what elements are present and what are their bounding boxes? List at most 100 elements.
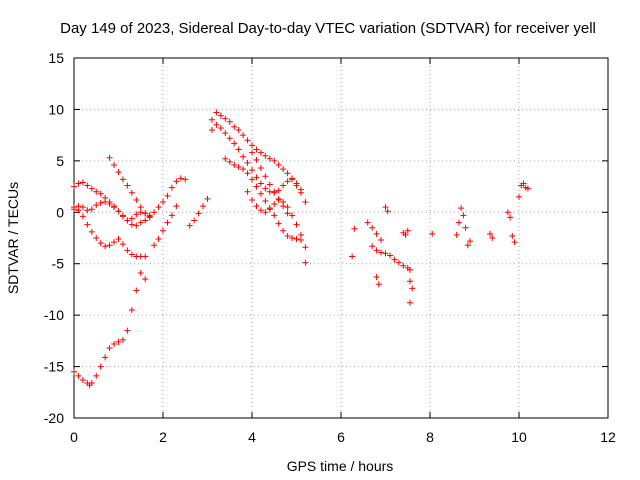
series-track-a	[71, 175, 189, 224]
data-point	[111, 340, 118, 347]
data-point	[133, 211, 140, 218]
data-point	[204, 195, 211, 202]
data-point	[71, 183, 77, 190]
y-tick-label: 0	[56, 204, 64, 220]
data-point	[369, 224, 376, 231]
data-point	[520, 180, 527, 187]
series-track-j	[222, 155, 304, 244]
data-point	[106, 154, 113, 161]
series-track-d	[106, 154, 153, 220]
data-point	[253, 156, 260, 163]
data-point	[124, 327, 131, 334]
data-point	[391, 256, 398, 263]
data-point	[208, 116, 215, 123]
data-point	[88, 206, 95, 213]
data-point	[275, 161, 282, 168]
data-point	[240, 153, 247, 160]
data-point	[186, 222, 193, 229]
data-point	[208, 127, 215, 133]
data-point	[137, 209, 144, 216]
data-point	[182, 176, 189, 183]
series-track-k	[244, 188, 309, 251]
data-point	[409, 285, 416, 292]
data-point	[213, 121, 220, 128]
data-point	[240, 132, 247, 139]
data-point	[102, 243, 109, 250]
data-point	[375, 281, 382, 288]
data-point	[271, 212, 278, 219]
data-point	[226, 118, 233, 125]
data-point	[280, 182, 287, 189]
data-point	[404, 227, 411, 234]
data-point	[71, 206, 77, 213]
data-point	[173, 178, 180, 185]
y-axis-label: SDTVAR / TECUs	[5, 182, 21, 294]
data-point	[244, 170, 251, 177]
data-point	[119, 336, 126, 343]
data-point	[240, 166, 247, 173]
data-point	[102, 354, 109, 361]
series-track-e	[71, 269, 149, 389]
data-point	[115, 169, 122, 176]
data-point	[297, 231, 304, 238]
x-tick-label: 2	[159, 429, 167, 445]
data-point	[137, 269, 144, 276]
data-point	[115, 208, 122, 215]
data-point	[253, 174, 260, 181]
data-point	[262, 185, 269, 192]
data-point	[373, 247, 380, 254]
data-point	[102, 199, 109, 205]
data-point	[106, 201, 113, 208]
data-point	[124, 182, 131, 189]
data-point	[124, 217, 131, 224]
series-track-m	[369, 243, 413, 273]
data-point	[97, 363, 104, 370]
data-point	[146, 213, 153, 220]
data-point	[97, 200, 104, 207]
data-point	[235, 164, 242, 171]
data-point	[280, 166, 287, 173]
data-point	[266, 155, 273, 162]
data-point	[382, 250, 389, 257]
data-point	[231, 140, 238, 147]
data-point	[124, 247, 131, 254]
grid	[74, 58, 608, 418]
data-point	[217, 124, 224, 131]
data-point	[106, 242, 113, 249]
data-point	[262, 197, 269, 204]
data-point	[289, 176, 296, 183]
data-point	[406, 278, 413, 285]
data-point	[257, 149, 264, 156]
data-point	[111, 161, 118, 168]
data-point	[173, 203, 180, 210]
series-track-c	[71, 199, 153, 229]
data-point	[524, 185, 531, 192]
data-point	[71, 368, 77, 375]
data-point	[453, 231, 460, 238]
y-tick-label: -15	[44, 359, 64, 375]
data-point	[257, 190, 264, 197]
data-point	[151, 242, 158, 249]
data-point	[395, 259, 402, 266]
data-point	[293, 221, 300, 228]
data-point	[349, 253, 356, 260]
data-point	[115, 338, 122, 345]
data-point	[128, 215, 135, 222]
data-point	[164, 192, 171, 199]
data-point	[249, 196, 255, 203]
y-tick-label: 5	[56, 153, 64, 169]
data-point	[289, 235, 296, 241]
data-point	[266, 206, 273, 213]
data-point	[382, 204, 389, 211]
data-point	[429, 230, 436, 237]
data-point	[467, 238, 474, 245]
data-point	[458, 205, 465, 212]
x-tick-label: 4	[248, 429, 256, 445]
data-point	[88, 380, 95, 387]
data-point	[297, 186, 304, 193]
data-point	[402, 231, 409, 238]
data-point	[84, 207, 91, 214]
data-point	[195, 210, 202, 217]
data-point	[253, 183, 260, 190]
